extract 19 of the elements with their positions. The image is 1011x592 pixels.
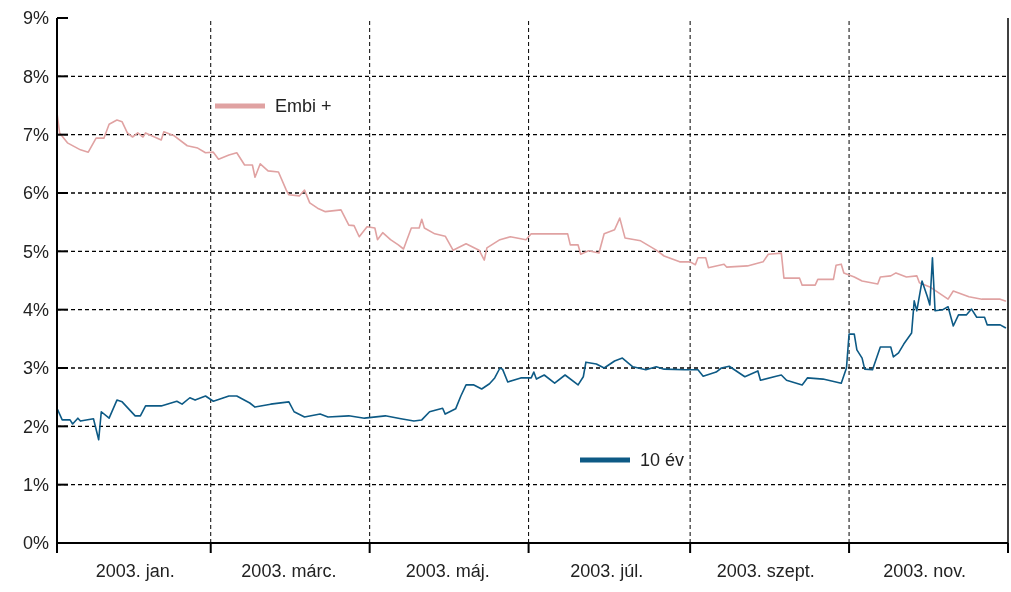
y-tick-label: 0% (22, 533, 49, 554)
y-tick-label: 1% (22, 474, 49, 495)
y-tick-label: 5% (22, 241, 49, 262)
y-tick-label: 4% (22, 299, 49, 320)
x-tick-label: 2003. jan. (95, 561, 175, 581)
x-tick-label: 2003. nov. (883, 561, 966, 581)
y-tick-label: 8% (22, 66, 49, 87)
y-tick-label: 9% (22, 8, 49, 29)
y-tick-label: 3% (22, 358, 49, 379)
x-tick-label: 2003. júl. (570, 561, 644, 581)
line-series (56, 256, 1007, 441)
y-tick-label: 7% (22, 124, 49, 145)
legend-label: 10 év (640, 450, 685, 471)
legend-label: Embi + (275, 96, 332, 117)
y-tick-label: 6% (22, 183, 49, 204)
x-tick-label: 2003. máj. (405, 561, 490, 581)
x-tick-label: 2003. szept. (716, 561, 815, 581)
x-tick-label: 2003. márc. (241, 561, 337, 581)
y-tick-label: 2% (22, 416, 49, 437)
